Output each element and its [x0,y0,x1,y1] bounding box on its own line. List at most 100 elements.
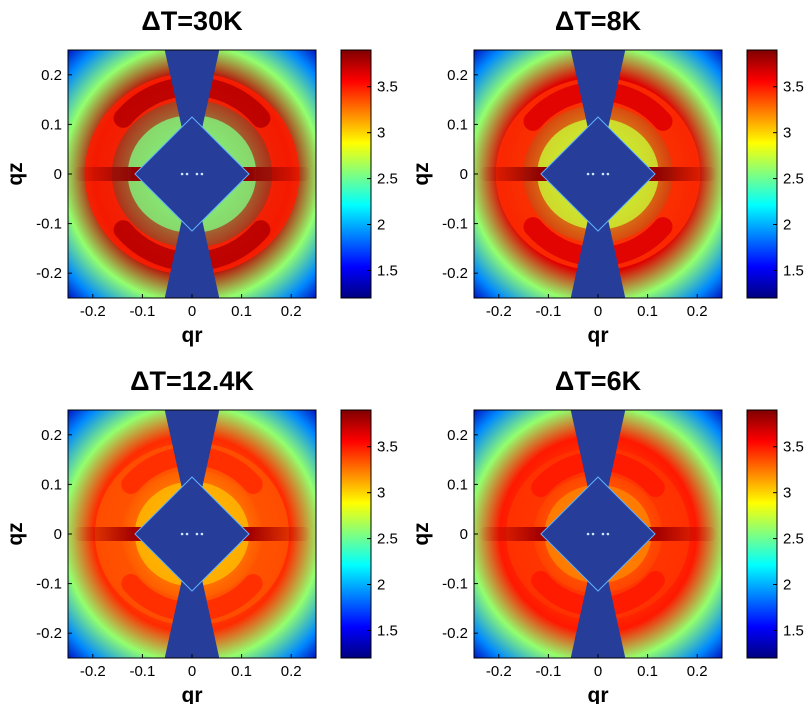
x-tick-label: 0.1 [231,663,252,680]
x-tick-label: 0.2 [281,663,302,680]
y-tick-label: 0 [54,166,62,183]
mask-stem-top [179,50,205,130]
center-speck [601,532,605,536]
x-tick-label: -0.1 [535,303,561,320]
y-tick-label: -0.1 [36,576,62,593]
mask-stem-top [585,410,611,490]
x-tick-label: 0 [188,663,196,680]
x-tick-label: 0.2 [687,663,708,680]
colorbar-tick-label: 1.5 [377,262,398,279]
colorbar [746,409,778,659]
colorbar-tick-label: 3.5 [377,79,398,96]
y-tick-label: 0.2 [41,67,62,84]
colorbar-tick-label: 2 [377,217,385,234]
y-tick-label: -0.2 [442,625,468,642]
colorbar-tick-label: 3.5 [783,439,804,456]
y-tick-label: -0.2 [36,265,62,282]
panel-1: ΔT=30K -0.2 -0.1 0 0.1 0.2 0.2 0.1 0 -0.1 -0.2 qr qz… [4,6,398,347]
colorbar [340,49,372,299]
mask-diamond [134,116,250,232]
panel-4: ΔT=6K -0.2 -0.1 0 0.1 0.2 0.2 0.1 0 -0.1 -0.2 qr qz 3… [410,366,804,704]
center-speck [180,532,184,536]
heatmap [68,410,316,658]
center-speck [601,172,605,176]
y-tick-label: 0 [54,526,62,543]
x-tick-label: -0.2 [80,303,106,320]
mask-stem-top [585,50,611,130]
x-tick-label: -0.2 [80,663,106,680]
center-speck [606,172,610,176]
panel-title: ΔT=6K [555,366,642,396]
y-tick-label: 0.2 [447,427,468,444]
center-speck [586,172,590,176]
center-speck [185,532,189,536]
panel-title: ΔT=8K [555,6,642,36]
center-speck [586,532,590,536]
mask-stem-top [179,410,205,490]
x-tick-label: -0.2 [486,303,512,320]
y-tick-label: 0.1 [447,116,468,133]
colorbar-tick-label: 1.5 [783,622,804,639]
mask-diamond [540,116,656,232]
y-tick-label: -0.1 [442,576,468,593]
heatmap [68,50,316,298]
mask-diamond [540,476,656,592]
center-speck [195,532,199,536]
x-tick-label: 0.2 [687,303,708,320]
y-axis-label: qz [4,162,27,185]
y-tick-label: 0.1 [447,476,468,493]
center-speck [185,172,189,176]
mask-stem-bottom [585,578,611,658]
x-tick-label: -0.1 [129,303,155,320]
center-speck [591,172,595,176]
colorbar-tick-label: 3 [377,485,385,502]
colorbar [746,49,778,299]
colorbar-tick-label: 2.5 [783,171,804,188]
y-tick-label: 0.1 [41,116,62,133]
colorbar-tick-label: 2 [783,577,791,594]
panel-title: ΔT=30K [141,6,243,36]
x-tick-label: -0.1 [535,663,561,680]
x-axis-label: qr [182,684,203,704]
x-tick-label: -0.2 [486,663,512,680]
colorbar-tick-label: 2.5 [377,171,398,188]
x-tick-label: -0.1 [129,663,155,680]
x-tick-label: 0 [594,303,602,320]
center-speck [200,172,204,176]
center-speck [195,172,199,176]
colorbar-tick-label: 2 [783,217,791,234]
center-speck [180,172,184,176]
mask-stem-bottom [179,218,205,298]
y-tick-label: 0 [460,526,468,543]
y-tick-label: -0.1 [442,216,468,233]
y-tick-label: -0.2 [36,625,62,642]
mask-stem-bottom [585,218,611,298]
x-tick-label: 0 [188,303,196,320]
x-tick-label: 0.2 [281,303,302,320]
colorbar-tick-label: 3 [783,125,791,142]
mask-diamond [134,476,250,592]
y-tick-label: 0 [460,166,468,183]
panel-2: ΔT=8K -0.2 -0.1 0 0.1 0.2 0.2 0.1 0 -0.1 -0.2 qr qz 3… [410,6,804,347]
panel-title: ΔT=12.4K [130,366,254,396]
center-speck [606,532,610,536]
colorbar-tick-label: 3 [377,125,385,142]
x-axis-label: qr [182,324,203,347]
center-speck [200,532,204,536]
y-axis-label: qz [410,522,433,545]
y-axis-label: qz [4,522,27,545]
y-tick-label: -0.1 [36,216,62,233]
colorbar-tick-label: 1.5 [377,622,398,639]
colorbar-tick-label: 2 [377,577,385,594]
x-tick-label: 0.1 [637,663,658,680]
y-tick-label: 0.2 [447,67,468,84]
y-tick-label: 0.2 [41,427,62,444]
mask-stem-bottom [179,578,205,658]
panel-3: ΔT=12.4K -0.2 -0.1 0 0.1 0.2 0.2 0.1 0 -0.1 -0.2 qr… [4,366,398,704]
x-axis-label: qr [588,684,609,704]
x-axis-label: qr [588,324,609,347]
y-axis-label: qz [410,162,433,185]
colorbar-tick-label: 2.5 [377,531,398,548]
x-tick-label: 0.1 [637,303,658,320]
